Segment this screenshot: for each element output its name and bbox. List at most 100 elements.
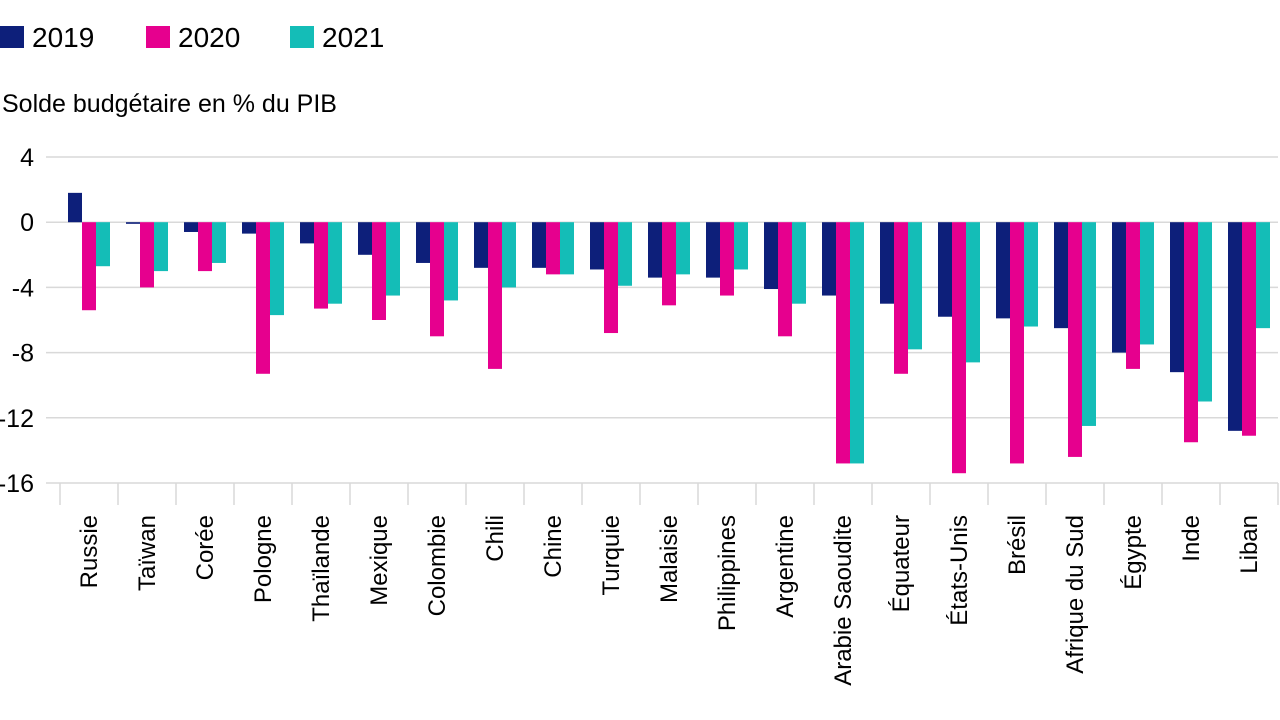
x-tick-label: Argentine xyxy=(772,515,799,618)
x-tick-label: Brésil xyxy=(1004,515,1031,575)
bar-2019-1 xyxy=(126,222,140,224)
bar-2019-6 xyxy=(416,222,430,263)
bar-2019-14 xyxy=(880,222,894,304)
bar-2020-15 xyxy=(952,222,966,474)
bar-2021-14 xyxy=(908,222,922,350)
bar-2019-2 xyxy=(184,222,198,232)
x-tick-label: Philippines xyxy=(714,515,741,631)
x-tick-label: Afrique du Sud xyxy=(1062,515,1089,674)
bar-2021-12 xyxy=(792,222,806,304)
bar-2021-6 xyxy=(444,222,458,301)
x-tick-label: Mexique xyxy=(366,515,393,606)
bar-2021-20 xyxy=(1256,222,1270,329)
legend-label-2019: 2019 xyxy=(32,22,94,53)
bar-2019-15 xyxy=(938,222,952,317)
x-axis-ticks: Russie Taïwan Corée Pologne Thaïlande Mexique… xyxy=(59,483,1279,686)
bar-2020-6 xyxy=(430,222,444,337)
y-tick-label: -12 xyxy=(0,405,34,433)
bar-2021-2 xyxy=(212,222,226,263)
bar-2021-9 xyxy=(618,222,632,286)
bar-2020-2 xyxy=(198,222,212,272)
x-tick-label: Thaïlande xyxy=(308,515,335,622)
bar-2021-7 xyxy=(502,222,516,288)
bar-2019-3 xyxy=(242,222,256,234)
y-tick-label: -4 xyxy=(12,274,34,302)
bar-2020-11 xyxy=(720,222,734,296)
bar-2020-1 xyxy=(140,222,154,288)
legend-swatch-2021 xyxy=(290,26,314,48)
bar-2019-20 xyxy=(1228,222,1242,431)
bar-2021-15 xyxy=(966,222,980,363)
bar-2020-18 xyxy=(1126,222,1140,369)
bar-2020-14 xyxy=(894,222,908,374)
legend-swatch-2019 xyxy=(0,26,24,48)
bar-2021-4 xyxy=(328,222,342,304)
x-tick-label: Liban xyxy=(1236,515,1263,574)
bar-2020-8 xyxy=(546,222,560,275)
bar-2021-18 xyxy=(1140,222,1154,345)
bar-2019-17 xyxy=(1054,222,1068,329)
x-tick-label: Colombie xyxy=(424,515,451,616)
x-tick-label: Turquie xyxy=(598,515,625,595)
bar-2019-0 xyxy=(68,192,82,223)
bar-2021-16 xyxy=(1024,222,1038,327)
bar-2020-16 xyxy=(1010,222,1024,464)
bar-2020-4 xyxy=(314,222,328,309)
x-tick-label: Taïwan xyxy=(134,515,161,591)
bar-2020-19 xyxy=(1184,222,1198,443)
bar-2020-0 xyxy=(82,222,96,311)
bar-2021-0 xyxy=(96,222,110,267)
x-tick-label: États-Unis xyxy=(946,515,973,626)
y-axis-ticks: 4 0 -4 -8 -12 -16 xyxy=(0,144,34,498)
bar-2019-9 xyxy=(590,222,604,270)
bar-2019-12 xyxy=(764,222,778,290)
bars xyxy=(68,192,1270,474)
x-tick-label: Égypte xyxy=(1120,515,1147,590)
bar-2021-17 xyxy=(1082,222,1096,426)
x-tick-label: Inde xyxy=(1178,515,1205,562)
bar-2019-10 xyxy=(648,222,662,278)
x-tick-label: Russie xyxy=(76,515,103,588)
x-tick-label: Chili xyxy=(482,515,509,562)
bar-2020-5 xyxy=(372,222,386,320)
bar-2021-5 xyxy=(386,222,400,296)
bar-2020-10 xyxy=(662,222,676,306)
bar-2020-3 xyxy=(256,222,270,374)
bar-2019-7 xyxy=(474,222,488,268)
x-tick-label: Malaisie xyxy=(656,515,683,603)
x-tick-label: Chine xyxy=(540,515,567,578)
bar-2019-5 xyxy=(358,222,372,255)
x-tick-label: Arabie Saoudite xyxy=(830,515,857,686)
bar-2019-16 xyxy=(996,222,1010,319)
bar-2019-18 xyxy=(1112,222,1126,353)
bar-2021-13 xyxy=(850,222,864,464)
bar-2019-19 xyxy=(1170,222,1184,373)
bar-2019-13 xyxy=(822,222,836,296)
x-tick-label: Équateur xyxy=(888,515,915,612)
bar-2019-8 xyxy=(532,222,546,268)
legend-swatch-2020 xyxy=(146,26,170,48)
bar-2019-4 xyxy=(300,222,314,244)
legend-label-2020: 2020 xyxy=(178,22,240,53)
bar-2021-1 xyxy=(154,222,168,272)
bar-2019-11 xyxy=(706,222,720,278)
bar-2021-3 xyxy=(270,222,284,316)
y-tick-label: -8 xyxy=(12,340,34,368)
y-tick-label: 0 xyxy=(20,209,34,237)
x-tick-label: Pologne xyxy=(250,515,277,603)
y-tick-label: -16 xyxy=(0,470,34,498)
legend: 2019 2020 2021 xyxy=(0,22,384,53)
bar-2020-7 xyxy=(488,222,502,369)
legend-label-2021: 2021 xyxy=(322,22,384,53)
y-tick-label: 4 xyxy=(20,144,34,172)
bar-2021-19 xyxy=(1198,222,1212,402)
bar-2021-8 xyxy=(560,222,574,275)
y-axis-title: Solde budgétaire en % du PIB xyxy=(2,90,337,118)
bar-2020-9 xyxy=(604,222,618,334)
bar-2020-13 xyxy=(836,222,850,464)
bar-2020-12 xyxy=(778,222,792,337)
bar-2020-17 xyxy=(1068,222,1082,457)
bar-2020-20 xyxy=(1242,222,1256,436)
bar-2021-10 xyxy=(676,222,690,275)
